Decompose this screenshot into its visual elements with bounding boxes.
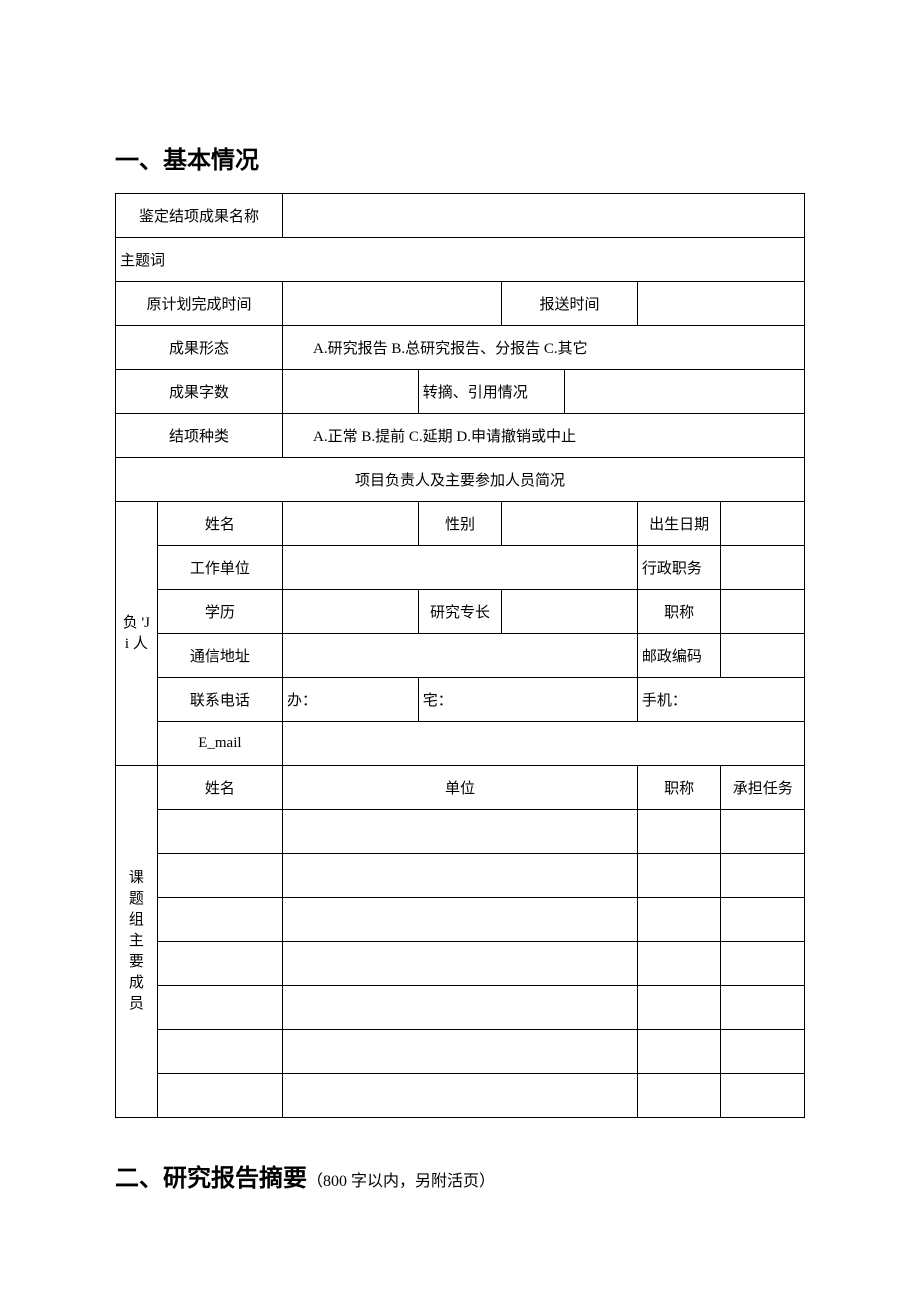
value-postcode[interactable] bbox=[721, 634, 805, 678]
label-phone: 联系电话 bbox=[157, 678, 282, 722]
table-row[interactable] bbox=[157, 942, 282, 986]
mem-header-task: 承担任务 bbox=[721, 766, 805, 810]
value-leader-birth[interactable] bbox=[721, 502, 805, 546]
table-row[interactable] bbox=[283, 810, 638, 854]
table-row[interactable] bbox=[721, 854, 805, 898]
value-title[interactable] bbox=[721, 590, 805, 634]
table-row[interactable] bbox=[157, 898, 282, 942]
value-plan-date[interactable] bbox=[283, 282, 502, 326]
label-result-name: 鉴定结项成果名称 bbox=[116, 194, 283, 238]
label-leader-name: 姓名 bbox=[157, 502, 282, 546]
value-education[interactable] bbox=[283, 590, 419, 634]
label-admin-post: 行政职务 bbox=[637, 546, 721, 590]
mem-header-title: 职称 bbox=[637, 766, 721, 810]
value-leader-name[interactable] bbox=[283, 502, 419, 546]
members-side-label: 课 题 组 主 要 成 员 bbox=[116, 766, 158, 1118]
table-row[interactable] bbox=[283, 854, 638, 898]
label-leader-gender: 性别 bbox=[418, 502, 502, 546]
label-plan-date: 原计划完成时间 bbox=[116, 282, 283, 326]
table-row[interactable] bbox=[283, 942, 638, 986]
table-row[interactable] bbox=[637, 1074, 721, 1118]
label-leader-birth: 出生日期 bbox=[637, 502, 721, 546]
label-title: 职称 bbox=[637, 590, 721, 634]
table-row[interactable] bbox=[637, 898, 721, 942]
label-email: E_mail bbox=[157, 722, 282, 766]
value-submit-date[interactable] bbox=[637, 282, 804, 326]
label-result-form: 成果形态 bbox=[116, 326, 283, 370]
table-row[interactable] bbox=[721, 1030, 805, 1074]
mem-header-unit: 单位 bbox=[283, 766, 638, 810]
table-row[interactable] bbox=[157, 1074, 282, 1118]
table-row[interactable] bbox=[637, 986, 721, 1030]
mem-header-name: 姓名 bbox=[157, 766, 282, 810]
label-citation: 转摘、引用情况 bbox=[418, 370, 564, 414]
table-row[interactable] bbox=[637, 854, 721, 898]
label-conclusion-type: 结项种类 bbox=[116, 414, 283, 458]
value-result-form-options[interactable]: A.研究报告 B.总研究报告、分报告 C.其它 bbox=[283, 326, 805, 370]
table-row[interactable] bbox=[721, 810, 805, 854]
basic-info-table: 鉴定结项成果名称 主题词 原计划完成时间 报送时间 成果形态 A.研究报告 B.… bbox=[115, 193, 805, 1118]
section2-note: （800 字以内，另附活页） bbox=[307, 1173, 495, 1190]
value-admin-post[interactable] bbox=[721, 546, 805, 590]
label-keywords: 主题词 bbox=[120, 253, 165, 269]
table-row[interactable] bbox=[637, 1030, 721, 1074]
section2-title: 二、研究报告摘要（800 字以内，另附活页） bbox=[115, 1158, 805, 1193]
phone-mobile[interactable]: 手机： bbox=[637, 678, 804, 722]
table-row[interactable] bbox=[157, 854, 282, 898]
table-row[interactable] bbox=[283, 986, 638, 1030]
table-row[interactable] bbox=[721, 898, 805, 942]
leader-side-label-text: 负 'Ji 人 bbox=[122, 613, 151, 655]
table-row[interactable] bbox=[283, 898, 638, 942]
table-row[interactable] bbox=[283, 1074, 638, 1118]
section2-title-text: 二、研究报告摘要 bbox=[115, 1166, 307, 1192]
value-conclusion-options[interactable]: A.正常 B.提前 C.延期 D.申请撤销或中止 bbox=[283, 414, 805, 458]
value-leader-gender[interactable] bbox=[502, 502, 638, 546]
value-word-count[interactable] bbox=[283, 370, 419, 414]
table-row[interactable] bbox=[157, 1030, 282, 1074]
leader-side-label: 负 'Ji 人 bbox=[116, 502, 158, 766]
table-row[interactable] bbox=[157, 986, 282, 1030]
label-postcode: 邮政编码 bbox=[637, 634, 721, 678]
value-address[interactable] bbox=[283, 634, 638, 678]
table-row[interactable] bbox=[157, 810, 282, 854]
table-row[interactable] bbox=[637, 942, 721, 986]
table-row[interactable] bbox=[721, 1074, 805, 1118]
table-row[interactable] bbox=[283, 1030, 638, 1074]
value-result-name[interactable] bbox=[283, 194, 805, 238]
table-row[interactable] bbox=[721, 942, 805, 986]
label-education: 学历 bbox=[157, 590, 282, 634]
label-keywords-row[interactable]: 主题词 bbox=[116, 238, 805, 282]
value-citation[interactable] bbox=[564, 370, 804, 414]
value-work-unit[interactable] bbox=[283, 546, 638, 590]
label-word-count: 成果字数 bbox=[116, 370, 283, 414]
label-address: 通信地址 bbox=[157, 634, 282, 678]
personnel-header: 项目负责人及主要参加人员简况 bbox=[116, 458, 805, 502]
label-specialty: 研究专长 bbox=[418, 590, 502, 634]
phone-office[interactable]: 办： bbox=[283, 678, 419, 722]
label-work-unit: 工作单位 bbox=[157, 546, 282, 590]
members-side-label-text: 课 题 组 主 要 成 员 bbox=[122, 868, 151, 1015]
section1-title: 一、基本情况 bbox=[115, 140, 805, 175]
label-submit-date: 报送时间 bbox=[502, 282, 638, 326]
value-specialty[interactable] bbox=[502, 590, 638, 634]
table-row[interactable] bbox=[721, 986, 805, 1030]
table-row[interactable] bbox=[637, 810, 721, 854]
phone-home[interactable]: 宅： bbox=[418, 678, 637, 722]
value-email[interactable] bbox=[283, 722, 805, 766]
